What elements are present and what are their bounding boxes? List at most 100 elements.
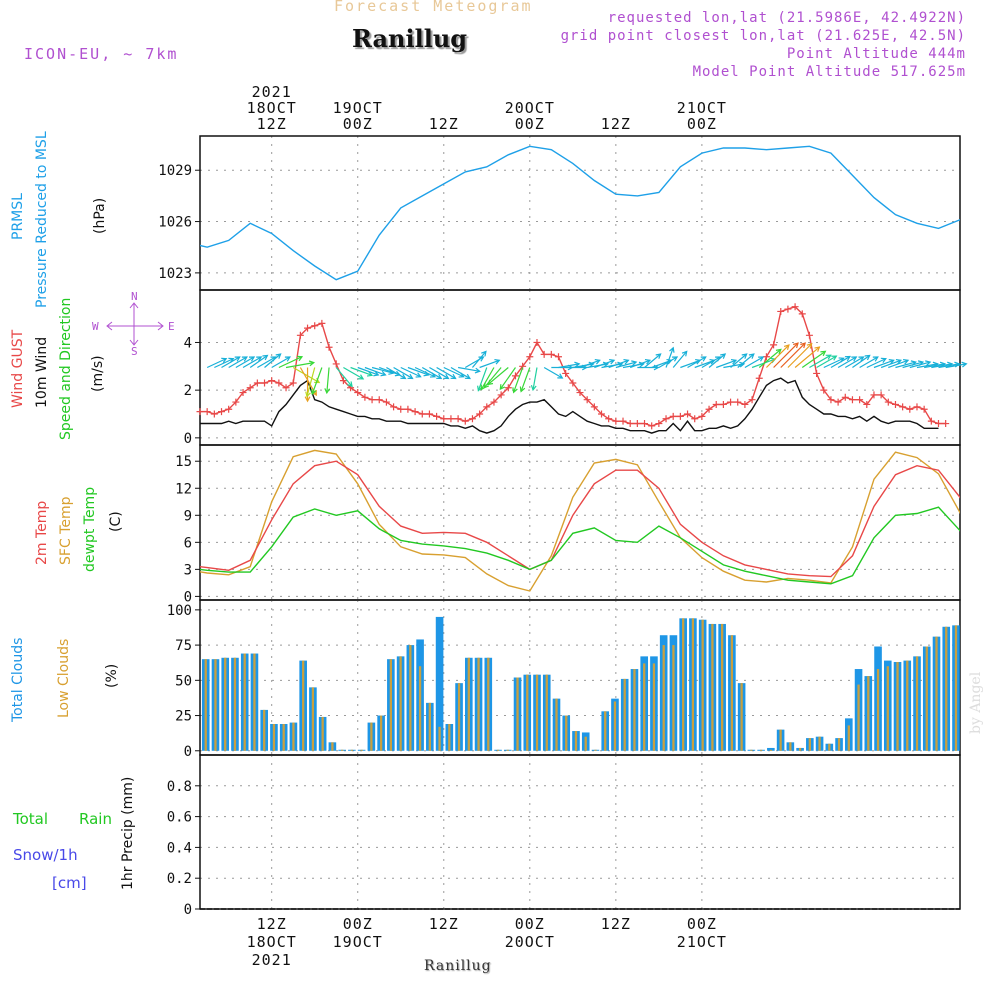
wind-arrow xyxy=(852,354,870,368)
low-clouds-bar xyxy=(457,683,461,751)
precip-ytick-label: 0 xyxy=(184,902,192,918)
temperature-ytick-label: 6 xyxy=(184,535,192,551)
wind-arrow-head xyxy=(530,385,537,392)
low-clouds-bar xyxy=(516,677,519,751)
clouds-ytick-label: 25 xyxy=(175,709,192,725)
gust-line-marker xyxy=(834,398,842,406)
wind-arrow-head xyxy=(739,361,746,368)
top-time-label: 00Z xyxy=(687,115,717,133)
bottom-time-label: 19OCT xyxy=(333,933,383,951)
pressure-ytick-label: 1026 xyxy=(158,215,192,231)
low-clouds-bar xyxy=(302,660,305,751)
low-clouds-bar xyxy=(721,623,724,751)
top-time-label: 00Z xyxy=(515,115,545,133)
wind-arrow xyxy=(443,366,464,378)
pressure-desc-label: Pressure Reduced to MSL xyxy=(34,131,50,308)
wind-arrow-head xyxy=(888,358,895,365)
gust-line-marker xyxy=(712,400,720,408)
wind-arrow xyxy=(326,367,330,393)
wind-arrow-head xyxy=(464,373,471,380)
wind-arrow-head xyxy=(609,358,616,365)
wind-arrow-head xyxy=(638,361,645,368)
wind-arrow xyxy=(909,361,931,369)
sfc-temp-label: SFC Temp xyxy=(58,496,74,565)
low-clouds-bar xyxy=(711,623,714,751)
wind-arrow xyxy=(271,356,291,369)
wind-arrow-head xyxy=(487,379,494,386)
low-clouds-bar xyxy=(691,618,695,751)
gust-line-marker xyxy=(942,420,950,428)
gust-line-marker xyxy=(210,410,218,418)
gust-line-marker xyxy=(397,405,405,413)
low-clouds-bar xyxy=(389,659,393,751)
wind-arrow xyxy=(214,358,234,369)
wind-arrow xyxy=(787,343,813,368)
gust-line-marker xyxy=(648,422,656,430)
compass-s: S xyxy=(131,345,138,358)
wind-arrow xyxy=(644,353,662,368)
precip-ytick-label: 0.6 xyxy=(167,810,192,826)
gust-line-marker xyxy=(863,400,871,408)
wind-arrow xyxy=(242,356,262,369)
gust-line-marker xyxy=(554,353,562,361)
wind-arrow xyxy=(357,366,379,376)
wind-arrow xyxy=(285,362,314,369)
gust-line-marker xyxy=(576,389,584,397)
gust-line-marker xyxy=(784,305,792,313)
low-clouds-bar xyxy=(204,659,207,751)
precip-ytick-label: 0.2 xyxy=(167,871,192,887)
low-clouds-bar xyxy=(292,722,295,751)
wind-arrow-head xyxy=(305,391,311,398)
gust-line-marker xyxy=(196,408,204,416)
wind-arrow-head xyxy=(256,356,263,362)
total-clouds-bar xyxy=(435,616,444,751)
wind-arrow-head xyxy=(831,355,838,361)
low-clouds-bar xyxy=(896,662,899,751)
wind-arrow-head xyxy=(925,360,932,366)
wind-arrow xyxy=(579,359,600,369)
gust-line-marker xyxy=(275,379,283,387)
gust-line-marker xyxy=(598,410,606,418)
bottom-time-label: 12Z xyxy=(429,915,459,933)
wind-arrow-head xyxy=(481,350,487,357)
low-clouds-bar xyxy=(867,676,870,751)
wind-arrow-head xyxy=(494,358,501,365)
wind-arrow xyxy=(249,354,268,368)
wind-arrow xyxy=(945,363,967,369)
gust-line-marker xyxy=(770,341,778,349)
low-clouds-bar xyxy=(428,702,431,751)
wind-arrow-head xyxy=(221,357,228,364)
gust-line-marker xyxy=(691,415,699,423)
gust-line-marker xyxy=(848,396,856,404)
low-clouds-bar xyxy=(263,709,266,751)
low-clouds-bar xyxy=(789,742,792,751)
gust-line-marker xyxy=(540,350,548,358)
gust-line-marker xyxy=(375,396,383,404)
pressure-unit-label: (hPa) xyxy=(92,197,108,234)
wind-arrow-head xyxy=(851,356,858,362)
low-clouds-bar xyxy=(662,645,665,751)
top-time-label: 12Z xyxy=(429,115,459,133)
wind-arrow-head xyxy=(793,342,799,349)
low-clouds-bar xyxy=(418,666,422,751)
dewpt-label: dewpt Temp xyxy=(82,486,98,572)
gust-line-marker xyxy=(820,386,828,394)
low-clouds-label: Low Clouds xyxy=(56,638,72,718)
wind-arrow xyxy=(895,361,916,369)
wind-gust-label: Wind GUST xyxy=(10,329,26,408)
wind-arrow xyxy=(257,356,276,369)
low-clouds-bar xyxy=(438,726,441,751)
wind-arrow-head xyxy=(310,388,317,396)
gust-line-marker xyxy=(612,417,620,425)
gust-line-marker xyxy=(705,405,713,413)
low-clouds-bar xyxy=(379,715,383,751)
wind-arrow xyxy=(615,361,637,369)
wind-arrow-head xyxy=(669,346,675,353)
low-clouds-bar xyxy=(467,657,470,751)
wind-arrow-head xyxy=(519,386,526,393)
top-time-label: 2021 xyxy=(252,83,292,101)
gust-line-marker xyxy=(526,353,534,361)
wind-arrow xyxy=(687,356,707,369)
prmsl-label: PRMSL xyxy=(10,193,26,240)
t2m-line xyxy=(200,460,960,578)
